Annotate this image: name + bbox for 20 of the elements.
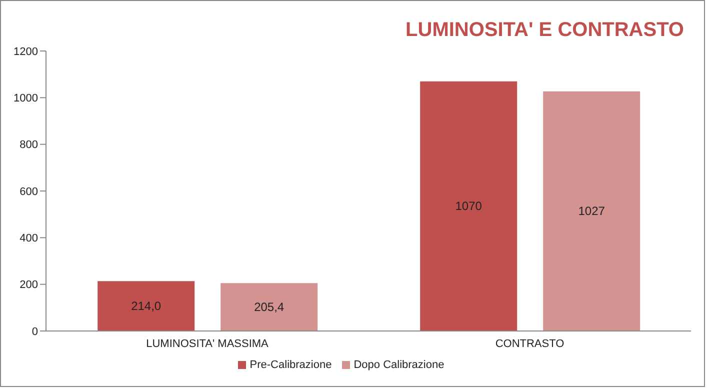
y-tick-label: 1200 bbox=[14, 46, 38, 58]
y-tick-label: 400 bbox=[20, 232, 38, 245]
data-label: 1027 bbox=[578, 204, 606, 218]
y-tick-label: 800 bbox=[20, 139, 38, 152]
y-tick-label: 1000 bbox=[14, 92, 38, 105]
data-label: 214,0 bbox=[131, 299, 162, 314]
data-label: 1070 bbox=[455, 199, 482, 214]
legend-label: Dopo Calibrazione bbox=[354, 359, 444, 371]
bar bbox=[420, 81, 518, 331]
bar bbox=[543, 91, 640, 331]
chart-title: LUMINOSITA' E CONTRASTO bbox=[406, 19, 684, 42]
y-tick-label: 200 bbox=[20, 279, 38, 292]
y-tick-label: 0 bbox=[32, 326, 38, 338]
x-tick-label: CONTRASTO bbox=[495, 338, 565, 350]
x-tick-label: LUMINOSITA' MASSIMA bbox=[146, 338, 270, 350]
bar bbox=[98, 281, 195, 331]
y-tick-label: 600 bbox=[20, 186, 38, 198]
legend-label: Pre-Calibrazione bbox=[250, 359, 332, 371]
bar bbox=[220, 283, 318, 331]
data-label: 205,4 bbox=[254, 300, 284, 314]
